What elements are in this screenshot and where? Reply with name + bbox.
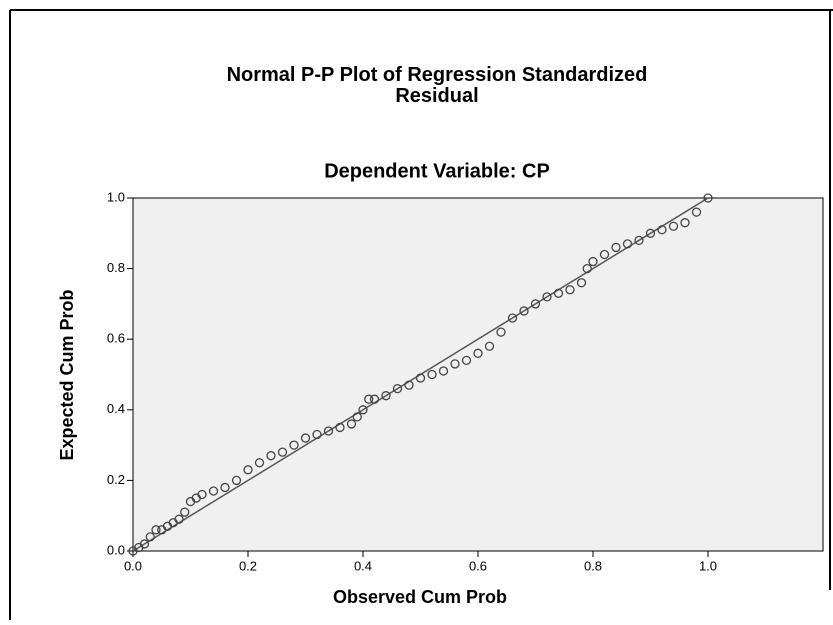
y-tick-label: 0.4 [107, 401, 125, 416]
point [438, 366, 449, 376]
point [484, 341, 495, 351]
y-tick-label: 0.0 [107, 542, 125, 557]
y-tick-label: 1.0 [107, 189, 125, 204]
point [611, 242, 621, 253]
point [576, 278, 587, 288]
point [542, 292, 552, 302]
point [392, 383, 403, 394]
point [231, 475, 242, 486]
point [266, 451, 276, 461]
point [180, 507, 190, 517]
plot-area [132, 197, 824, 552]
chart-title: Normal P-P Plot of Regression Standardiz… [227, 64, 648, 107]
point [622, 239, 633, 249]
point [139, 539, 150, 549]
point [312, 429, 322, 440]
point [335, 422, 345, 433]
point [450, 359, 460, 369]
point [145, 532, 155, 542]
point [645, 228, 656, 238]
point [415, 373, 426, 383]
point [680, 218, 690, 228]
point [381, 391, 391, 401]
point [657, 225, 667, 235]
point [197, 489, 207, 500]
y-tick-label: 0.2 [107, 472, 125, 487]
point [634, 235, 644, 246]
x-tick-label: 0.8 [584, 558, 602, 573]
point [691, 207, 702, 217]
point [427, 369, 437, 380]
point [358, 405, 368, 415]
point [300, 433, 311, 443]
point [473, 348, 483, 358]
point [565, 285, 575, 295]
point [151, 525, 161, 535]
point [553, 288, 564, 298]
point [208, 486, 219, 496]
point [364, 394, 374, 404]
point [174, 514, 184, 524]
point [323, 426, 334, 436]
point [243, 465, 253, 475]
y-axis-label: Expected Cum Prob [57, 289, 77, 460]
point [599, 249, 610, 260]
point [289, 440, 299, 450]
point [404, 380, 414, 390]
x-tick-label: 0.0 [124, 558, 142, 573]
chart-subtitle: Dependent Variable: CP [324, 160, 550, 182]
point [254, 458, 265, 468]
x-tick-label: 0.2 [239, 558, 257, 573]
point [668, 221, 679, 231]
point [530, 299, 541, 309]
x-tick-label: 0.4 [354, 558, 372, 573]
point [496, 327, 506, 337]
point [352, 412, 362, 422]
y-tick-label: 0.6 [107, 331, 125, 346]
point [461, 355, 472, 366]
point [346, 419, 357, 429]
x-axis-label: Observed Cum Prob [333, 587, 507, 607]
point [277, 447, 288, 457]
point [220, 482, 230, 493]
point [703, 193, 713, 203]
x-tick-label: 1.0 [699, 558, 717, 573]
point [369, 394, 380, 404]
point [588, 256, 598, 267]
point [507, 313, 518, 323]
point [519, 306, 529, 316]
y-tick-label: 0.8 [107, 260, 125, 275]
x-tick-label: 0.6 [469, 558, 487, 573]
point [582, 263, 592, 274]
